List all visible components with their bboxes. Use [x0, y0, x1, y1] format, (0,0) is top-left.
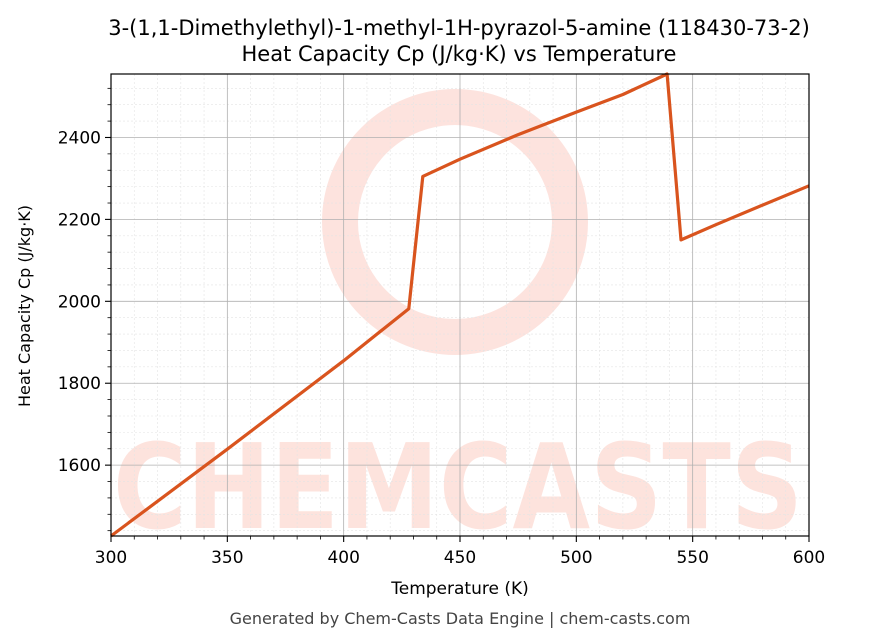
watermark-logo-circle — [322, 89, 588, 355]
footer-credit: Generated by Chem-Casts Data Engine | ch… — [230, 609, 691, 628]
x-tick-label: 300 — [95, 548, 127, 568]
x-axis-ticks: 300 350 400 450 500 550 600 — [95, 536, 825, 568]
y-tick-label: 1800 — [58, 374, 101, 394]
x-tick-label: 500 — [560, 548, 592, 568]
y-axis-ticks: 1600 1800 2000 2200 2400 — [58, 87, 111, 532]
x-tick-label: 450 — [444, 548, 476, 568]
y-tick-label: 1600 — [58, 456, 101, 476]
x-tick-label: 350 — [211, 548, 243, 568]
watermark-text: CHEMCASTS — [113, 418, 803, 556]
y-tick-label: 2000 — [58, 292, 101, 312]
x-tick-label: 600 — [793, 548, 825, 568]
chart-title: 3-(1,1-Dimethylethyl)-1-methyl-1H-pyrazo… — [108, 16, 810, 40]
y-axis-label: Heat Capacity Cp (J/kg·K) — [15, 205, 34, 407]
series-line — [110, 72, 810, 538]
chart-subtitle: Heat Capacity Cp (J/kg·K) vs Temperature — [242, 42, 677, 66]
y-tick-label: 2400 — [58, 128, 101, 148]
watermark: CHEMCASTS — [113, 89, 803, 556]
x-tick-label: 400 — [327, 548, 359, 568]
x-axis-label: Temperature (K) — [390, 579, 529, 599]
y-tick-label: 2200 — [58, 210, 101, 230]
x-tick-label: 550 — [676, 548, 708, 568]
